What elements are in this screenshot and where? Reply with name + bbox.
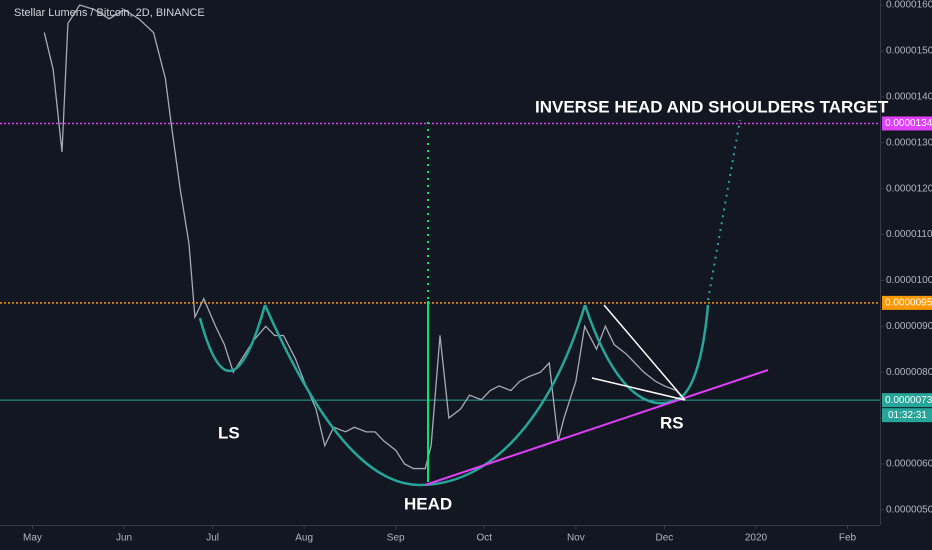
x-tick-label: 2020 [745,533,768,544]
level-label-box [882,295,932,310]
x-tick-label: Aug [295,533,313,544]
left-shoulder-curve [198,304,267,372]
y-tick-label: 0.00001600 [886,0,932,11]
x-tick-label: Jun [116,533,132,544]
wedge-upper [603,304,686,401]
x-tick-label: May [23,533,42,544]
price-line [43,4,683,470]
drawings [198,119,769,487]
chart-title: Stellar Lumens / Bitcoin, 2D, BINANCE [14,7,205,19]
annotation: HEAD [404,494,452,513]
countdown: 01:32:31 [888,410,927,421]
level-label: 0.00000739 [885,395,932,406]
projection-line [707,119,741,301]
wedge-lower [591,377,686,401]
x-tick-label: Oct [477,533,493,544]
x-tick-label: Sep [387,533,405,544]
right-shoulder-curve [583,304,710,405]
annotation: LS [218,423,240,442]
level-label: 0.00000951 [885,298,932,309]
head-curve [263,304,587,487]
annotation: INVERSE HEAD AND SHOULDERS TARGET [535,97,889,116]
neckline-trend [424,369,769,486]
level-label: 0.00001342 [885,118,932,129]
plot [0,4,880,470]
level-label-box [882,393,932,408]
x-tick-label: Feb [839,533,857,544]
annotation: RS [660,413,684,432]
countdown-box [882,408,932,423]
x-tick-label: Dec [656,533,674,544]
x-tick-label: Nov [567,533,585,544]
level-label-box [882,116,932,131]
x-tick-label: Jul [206,533,219,544]
